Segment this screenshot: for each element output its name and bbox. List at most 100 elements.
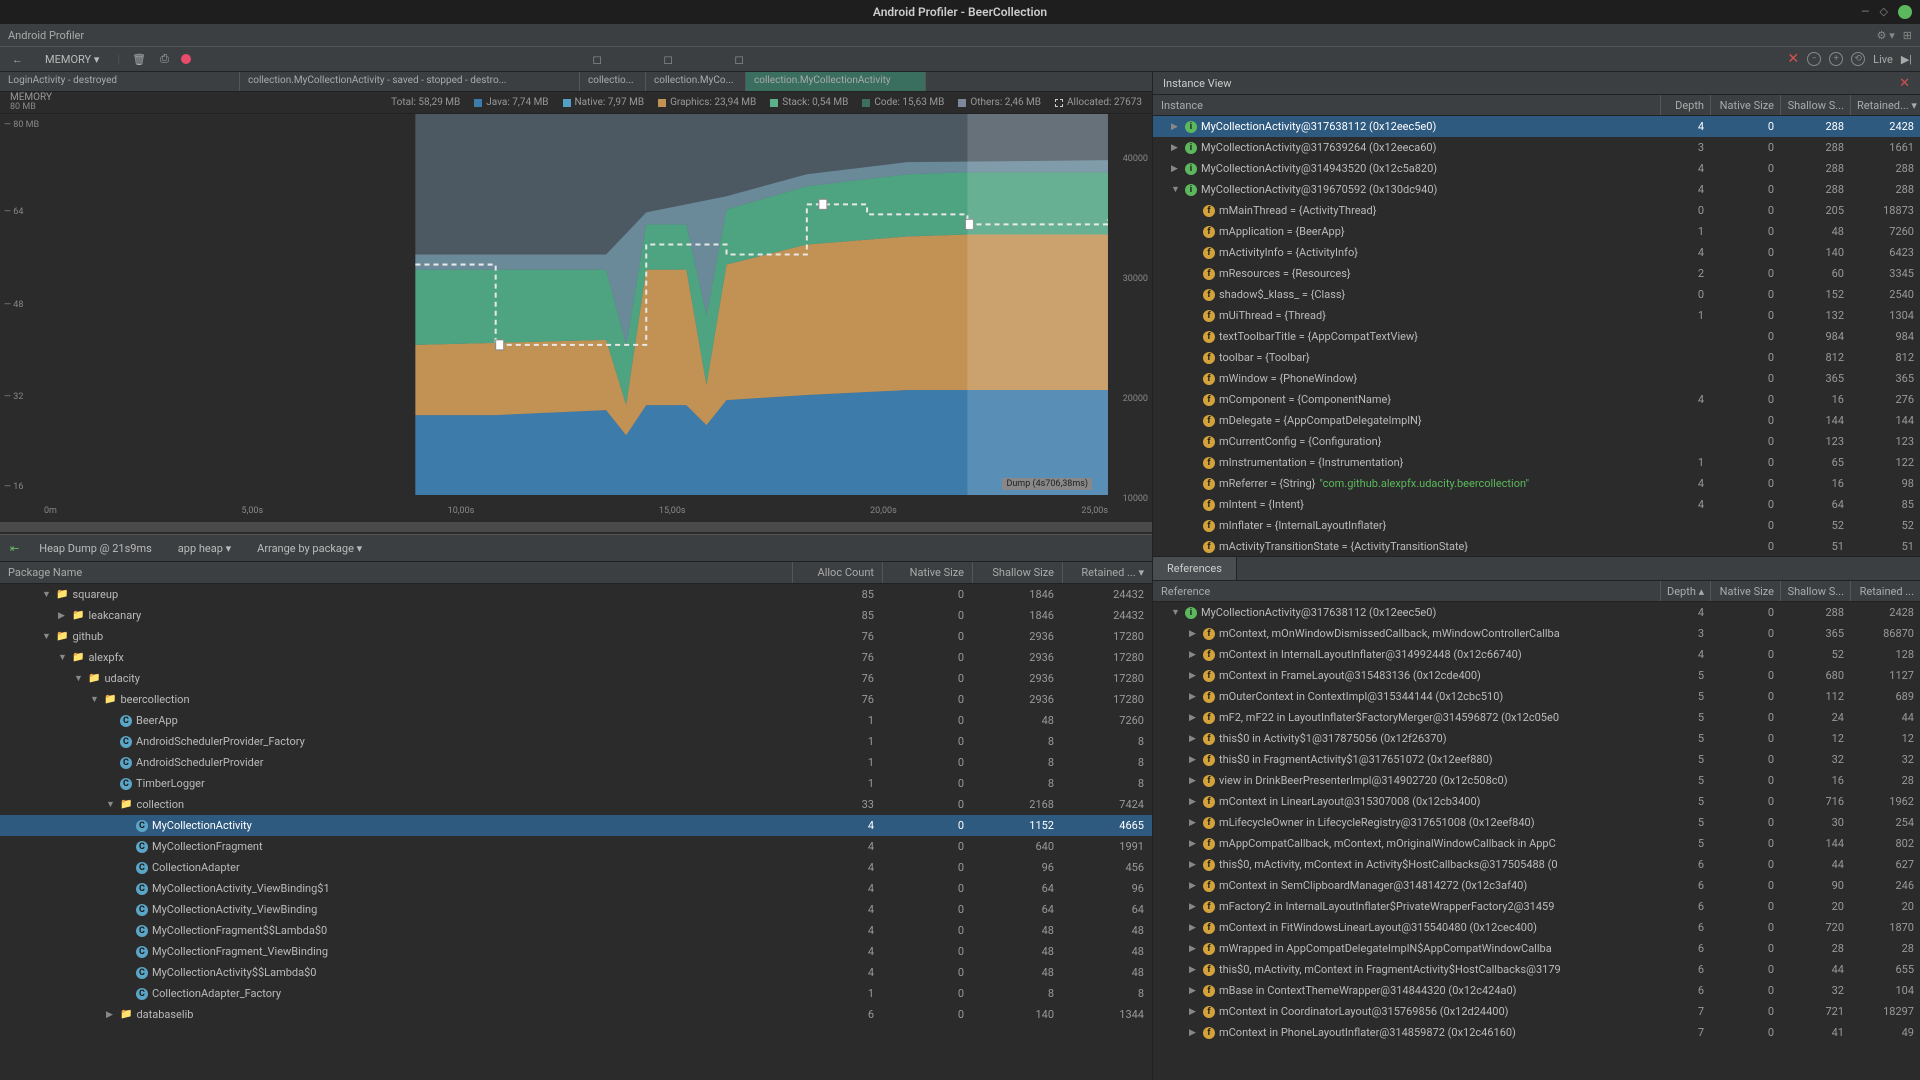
table-row[interactable]: ▶f mLifecycleOwner in LifecycleRegistry@… bbox=[1153, 812, 1920, 833]
table-row[interactable]: CMyCollectionActivity$$Lambda$0404848 bbox=[0, 962, 1152, 983]
export-icon[interactable]: ⎙ bbox=[158, 50, 171, 68]
table-row[interactable]: f mComponent = {ComponentName}4016276 bbox=[1153, 389, 1920, 410]
table-row[interactable]: ▶f this$0, mActivity, mContext in Fragme… bbox=[1153, 959, 1920, 980]
table-row[interactable]: f mIntent = {Intent}406485 bbox=[1153, 494, 1920, 515]
go-live-icon[interactable]: ▶| bbox=[1901, 53, 1912, 66]
table-row[interactable]: ▶f mContext in CoordinatorLayout@3157698… bbox=[1153, 1001, 1920, 1022]
table-row[interactable]: ▶f mContext in LinearLayout@315307008 (0… bbox=[1153, 791, 1920, 812]
table-row[interactable]: f toolbar = {Toolbar}0812812 bbox=[1153, 347, 1920, 368]
table-row[interactable]: ▶f mContext in InternalLayoutInflater@31… bbox=[1153, 644, 1920, 665]
arrange-selector[interactable]: Arrange by package ▾ bbox=[251, 540, 368, 557]
table-row[interactable]: CMyCollectionActivity4011524665 bbox=[0, 815, 1152, 836]
table-row[interactable]: CMyCollectionFragment_ViewBinding404848 bbox=[0, 941, 1152, 962]
field-icon: f bbox=[1203, 733, 1215, 745]
table-row[interactable]: CBeerApp10487260 bbox=[0, 710, 1152, 731]
table-row[interactable]: ▶i MyCollectionActivity@314943520 (0x12c… bbox=[1153, 158, 1920, 179]
table-row[interactable]: ▶📁databaselib601401344 bbox=[0, 1004, 1152, 1025]
activity-segment[interactable]: collection.MyCo... bbox=[646, 72, 746, 91]
table-row[interactable]: ▼📁squareup850184624432 bbox=[0, 584, 1152, 605]
table-row[interactable]: ▶f mContext, mOnWindowDismissedCallback,… bbox=[1153, 623, 1920, 644]
table-row[interactable]: ▶f mContext in FrameLayout@315483136 (0x… bbox=[1153, 665, 1920, 686]
table-row[interactable]: CAndroidSchedulerProvider_Factory1088 bbox=[0, 731, 1152, 752]
table-row[interactable]: f mWindow = {PhoneWindow}0365365 bbox=[1153, 368, 1920, 389]
table-row[interactable]: ▶f this$0, mActivity, mContext in Activi… bbox=[1153, 854, 1920, 875]
legend-item: Stack: 0,54 MB bbox=[770, 97, 848, 108]
minimize-icon[interactable]: — bbox=[1861, 5, 1870, 19]
table-row[interactable]: ▼i MyCollectionActivity@319670592 (0x130… bbox=[1153, 179, 1920, 200]
table-row[interactable]: f mCurrentConfig = {Configuration}012312… bbox=[1153, 431, 1920, 452]
back-icon[interactable]: ← bbox=[8, 51, 27, 68]
table-row[interactable]: ▶f mContext in FitWindowsLinearLayout@31… bbox=[1153, 917, 1920, 938]
table-row[interactable]: ▼📁udacity760293617280 bbox=[0, 668, 1152, 689]
help-icon[interactable]: ⊞ bbox=[1903, 29, 1912, 42]
timeline-scrubber[interactable] bbox=[0, 522, 1152, 532]
table-row[interactable]: CCollectionAdapter4096456 bbox=[0, 857, 1152, 878]
table-row[interactable]: f mApplication = {BeerApp}10487260 bbox=[1153, 221, 1920, 242]
table-row[interactable]: ▼i MyCollectionActivity@317638112 (0x12e… bbox=[1153, 602, 1920, 623]
table-row[interactable]: f mMainThread = {ActivityThread}00205188… bbox=[1153, 200, 1920, 221]
instance-icon: i bbox=[1185, 142, 1197, 154]
tab-references[interactable]: References bbox=[1153, 557, 1237, 580]
table-row[interactable]: ▶f view in DrinkBeerPresenterImpl@314902… bbox=[1153, 770, 1920, 791]
table-row[interactable]: f mResources = {Resources}20603345 bbox=[1153, 263, 1920, 284]
activity-segment[interactable]: LoginActivity - destroyed bbox=[0, 72, 240, 91]
table-row[interactable]: CMyCollectionFragment$$Lambda$0404848 bbox=[0, 920, 1152, 941]
record-icon[interactable] bbox=[181, 54, 191, 64]
table-row[interactable]: f mInstrumentation = {Instrumentation}10… bbox=[1153, 452, 1920, 473]
table-row[interactable]: f mActivityTransitionState = {ActivityTr… bbox=[1153, 536, 1920, 556]
close-session-icon[interactable]: ✕ bbox=[1787, 51, 1799, 67]
table-row[interactable]: ▶📁leakcanary850184624432 bbox=[0, 605, 1152, 626]
tab-profiler[interactable]: Android Profiler bbox=[8, 29, 84, 42]
activity-segment[interactable]: collection.MyCollectionActivity bbox=[746, 72, 926, 91]
table-row[interactable]: ▶f mOuterContext in ContextImpl@31534414… bbox=[1153, 686, 1920, 707]
table-row[interactable]: ▶f mContext in PhoneLayoutInflater@31485… bbox=[1153, 1022, 1920, 1043]
zoom-reset-icon[interactable]: ⟲ bbox=[1851, 52, 1865, 66]
trash-icon[interactable]: 🗑 bbox=[130, 51, 148, 68]
table-row[interactable]: ▶f mAppCompatCallback, mContext, mOrigin… bbox=[1153, 833, 1920, 854]
table-row[interactable]: ▶f mBase in ContextThemeWrapper@31484432… bbox=[1153, 980, 1920, 1001]
heap-back-icon[interactable]: ⇤ bbox=[10, 542, 19, 555]
table-row[interactable]: f mUiThread = {Thread}101321304 bbox=[1153, 305, 1920, 326]
table-row[interactable]: ▶f mContext in SemClipboardManager@31481… bbox=[1153, 875, 1920, 896]
table-row[interactable]: CMyCollectionActivity_ViewBinding$140649… bbox=[0, 878, 1152, 899]
table-row[interactable]: ▶i MyCollectionActivity@317639264 (0x12e… bbox=[1153, 137, 1920, 158]
table-row[interactable]: ▶i MyCollectionActivity@317638112 (0x12e… bbox=[1153, 116, 1920, 137]
instance-tree[interactable]: ▶i MyCollectionActivity@317638112 (0x12e… bbox=[1153, 116, 1920, 556]
zoom-out-icon[interactable]: − bbox=[1807, 52, 1821, 66]
package-tree[interactable]: ▼📁squareup850184624432▶📁leakcanary850184… bbox=[0, 584, 1152, 1080]
table-row[interactable]: CAndroidSchedulerProvider1088 bbox=[0, 752, 1152, 773]
gear-icon[interactable]: ⚙ ▾ bbox=[1877, 29, 1895, 42]
table-row[interactable]: f shadow$_klass_ = {Class}001522540 bbox=[1153, 284, 1920, 305]
table-row[interactable]: CMyCollectionFragment406401991 bbox=[0, 836, 1152, 857]
close-icon[interactable]: ✕ bbox=[1899, 76, 1910, 91]
heap-selector[interactable]: app heap ▾ bbox=[172, 540, 237, 557]
table-row[interactable]: ▼📁github760293617280 bbox=[0, 626, 1152, 647]
field-icon: f bbox=[1203, 520, 1215, 532]
table-row[interactable]: ▶f mWrapped in AppCompatDelegateImplN$Ap… bbox=[1153, 938, 1920, 959]
table-row[interactable]: CCollectionAdapter_Factory1088 bbox=[0, 983, 1152, 1004]
table-row[interactable]: ▶f mF2, mF22 in LayoutInflater$FactoryMe… bbox=[1153, 707, 1920, 728]
table-row[interactable]: ▶f mFactory2 in InternalLayoutInflater$P… bbox=[1153, 896, 1920, 917]
table-row[interactable]: ▼📁beercollection760293617280 bbox=[0, 689, 1152, 710]
maximize-icon[interactable]: ◇ bbox=[1880, 5, 1888, 19]
table-row[interactable]: f mInflater = {InternalLayoutInflater}05… bbox=[1153, 515, 1920, 536]
zoom-in-icon[interactable]: + bbox=[1829, 52, 1843, 66]
table-row[interactable]: f textToolbarTitle = {AppCompatTextView}… bbox=[1153, 326, 1920, 347]
table-row[interactable]: CMyCollectionActivity_ViewBinding406464 bbox=[0, 899, 1152, 920]
table-row[interactable]: f mReferrer = {String} "com.github.alexp… bbox=[1153, 473, 1920, 494]
table-row[interactable]: CTimberLogger1088 bbox=[0, 773, 1152, 794]
table-row[interactable]: f mActivityInfo = {ActivityInfo}40140642… bbox=[1153, 242, 1920, 263]
field-icon: f bbox=[1203, 415, 1215, 427]
table-row[interactable]: ▼📁collection33021687424 bbox=[0, 794, 1152, 815]
table-row[interactable]: ▶f this$0 in Activity$1@317875056 (0x12f… bbox=[1153, 728, 1920, 749]
close-icon[interactable] bbox=[1898, 5, 1912, 19]
table-row[interactable]: f mDelegate = {AppCompatDelegateImplN}01… bbox=[1153, 410, 1920, 431]
activity-segment[interactable]: collection.MyCollectionActivity - saved … bbox=[240, 72, 580, 91]
field-icon: f bbox=[1203, 964, 1215, 976]
profiler-selector[interactable]: MEMORY ▾ bbox=[37, 51, 107, 68]
references-tree[interactable]: ▼i MyCollectionActivity@317638112 (0x12e… bbox=[1153, 602, 1920, 1080]
activity-segment[interactable]: collectio... bbox=[580, 72, 646, 91]
table-row[interactable]: ▼📁alexpfx760293617280 bbox=[0, 647, 1152, 668]
memory-chart[interactable]: — 80 MB— 64— 48— 32— 16 4000030000200001… bbox=[0, 114, 1152, 520]
table-row[interactable]: ▶f this$0 in FragmentActivity$1@31765107… bbox=[1153, 749, 1920, 770]
